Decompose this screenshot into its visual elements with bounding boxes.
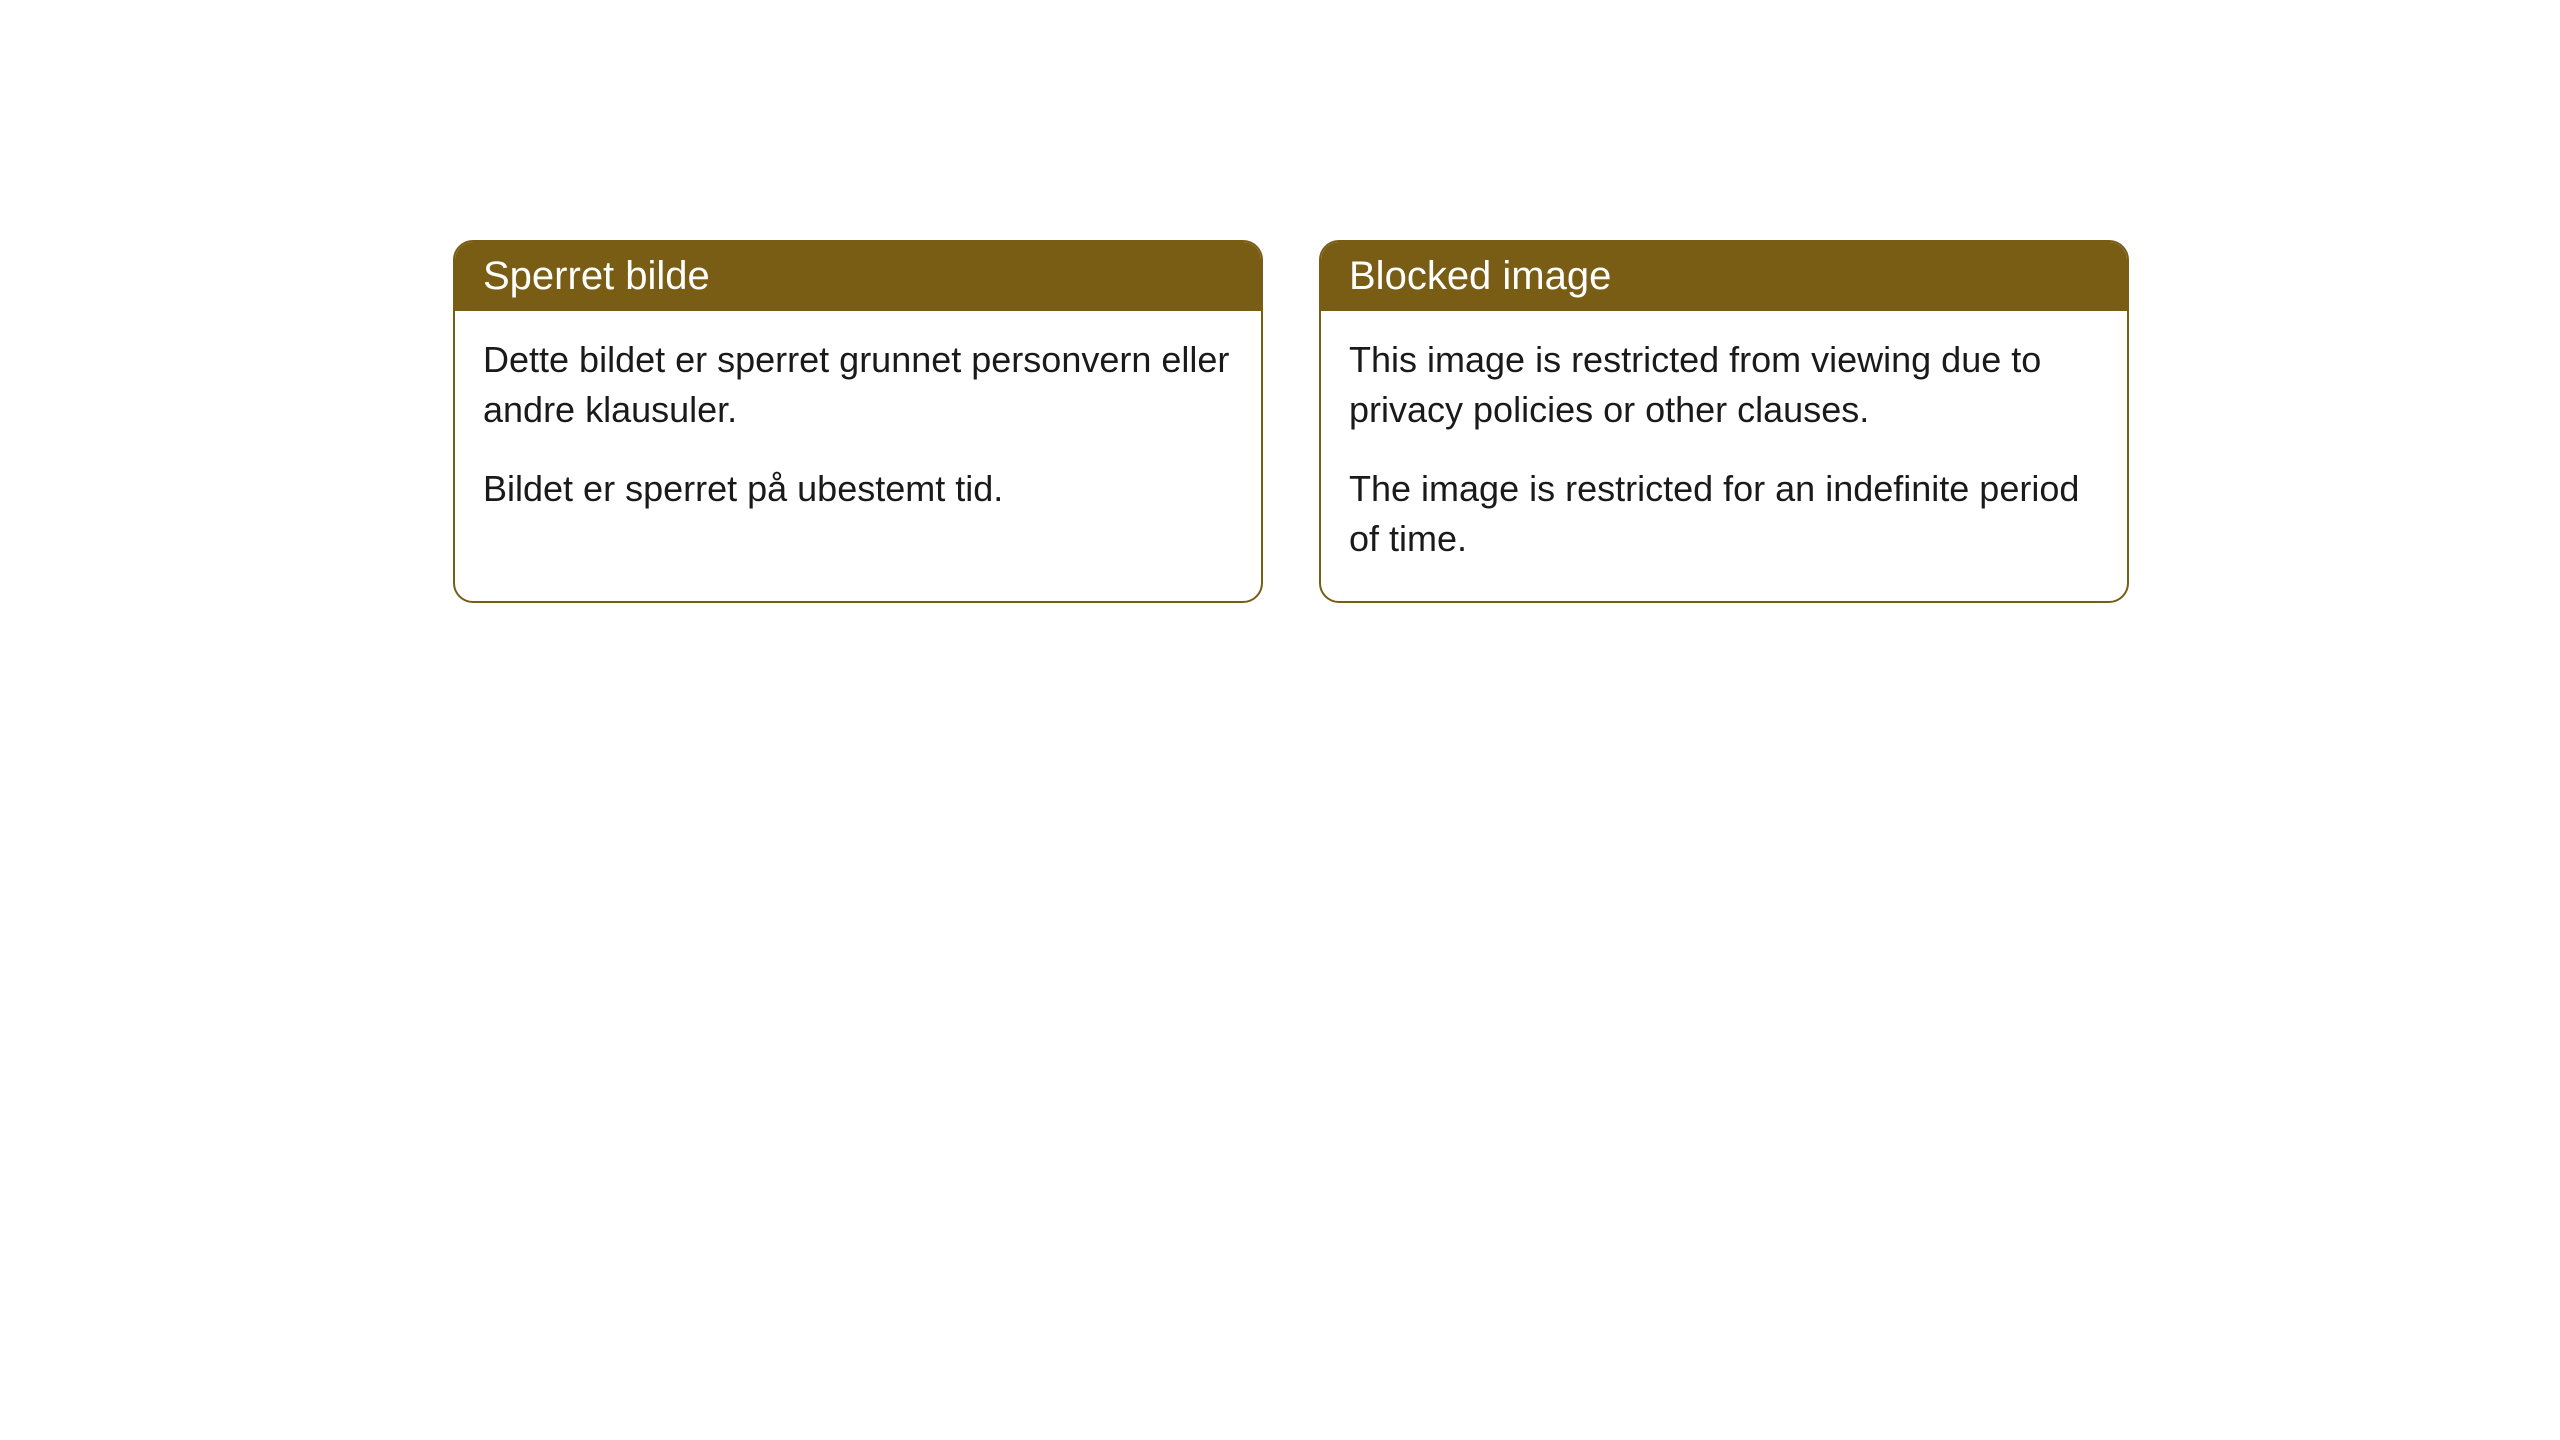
card-body: Dette bildet er sperret grunnet personve… (455, 311, 1261, 550)
notice-container: Sperret bilde Dette bildet er sperret gr… (0, 0, 2560, 603)
notice-card-english: Blocked image This image is restricted f… (1319, 240, 2129, 603)
card-header: Blocked image (1321, 242, 2127, 311)
card-paragraph: Bildet er sperret på ubestemt tid. (483, 464, 1233, 514)
card-title: Sperret bilde (483, 254, 710, 298)
card-paragraph: The image is restricted for an indefinit… (1349, 464, 2099, 565)
card-body: This image is restricted from viewing du… (1321, 311, 2127, 601)
card-paragraph: Dette bildet er sperret grunnet personve… (483, 335, 1233, 436)
card-paragraph: This image is restricted from viewing du… (1349, 335, 2099, 436)
notice-card-norwegian: Sperret bilde Dette bildet er sperret gr… (453, 240, 1263, 603)
card-header: Sperret bilde (455, 242, 1261, 311)
card-title: Blocked image (1349, 254, 1611, 298)
